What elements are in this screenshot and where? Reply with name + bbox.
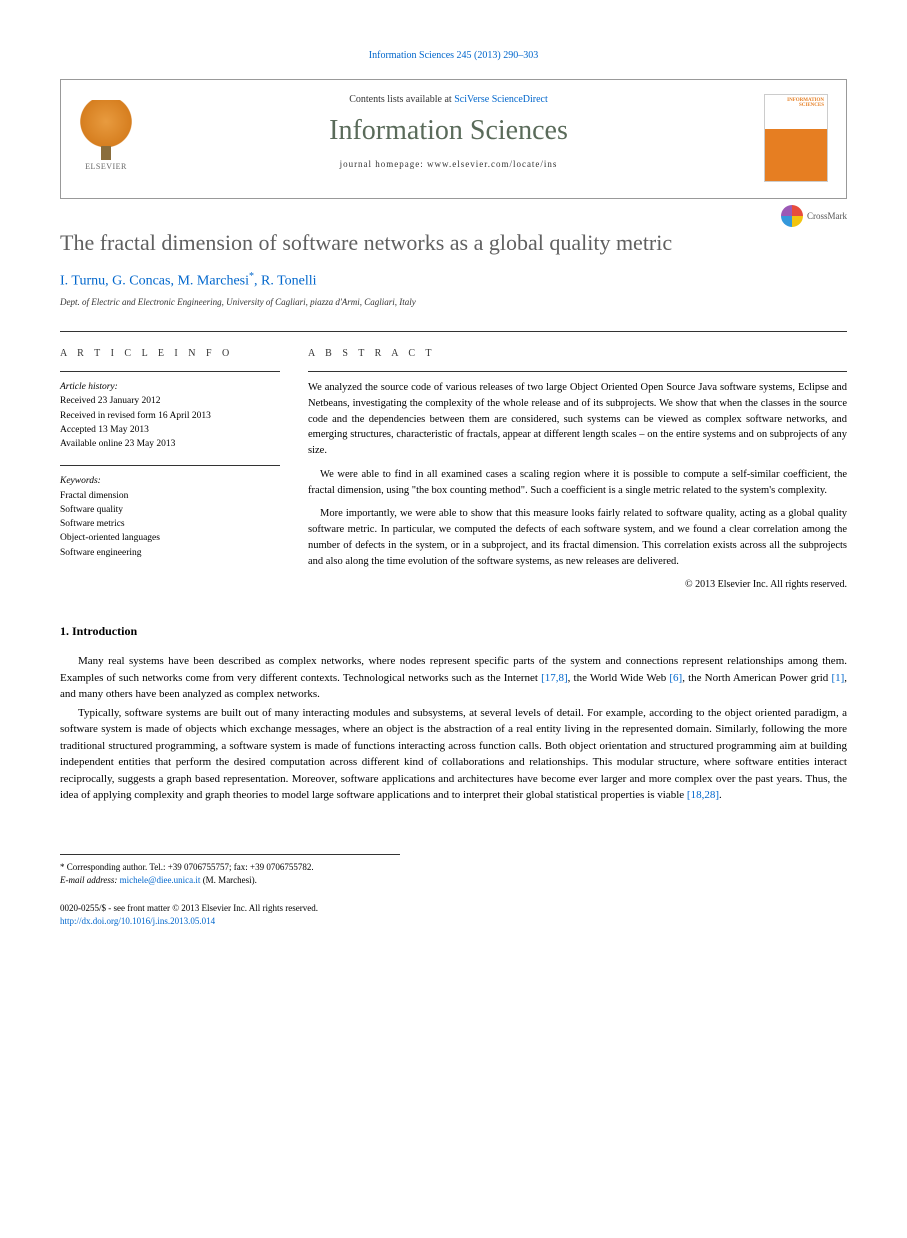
email-suffix: (M. Marchesi). — [200, 875, 256, 885]
author-sep: , — [254, 273, 261, 288]
accepted-date: Accepted 13 May 2013 — [60, 423, 280, 437]
journal-cover-thumbnail: INFORMATION SCIENCES — [764, 94, 828, 182]
crossmark-label: CrossMark — [807, 211, 847, 221]
keyword: Fractal dimension — [60, 489, 280, 503]
abstract-copyright: © 2013 Elsevier Inc. All rights reserved… — [308, 577, 847, 592]
publisher-logo: ELSEVIER — [79, 100, 133, 171]
citation-link[interactable]: [18,28] — [687, 789, 719, 801]
author-link[interactable]: R. Tonelli — [261, 273, 317, 288]
body-para: Typically, software systems are built ou… — [60, 705, 847, 804]
abstract-para: We were able to find in all examined cas… — [308, 467, 847, 499]
article-info-label: A R T I C L E I N F O — [60, 348, 280, 359]
citation-link[interactable]: [17,8] — [541, 672, 568, 684]
body-para: Many real systems have been described as… — [60, 653, 847, 703]
masthead: ELSEVIER Contents lists available at Sci… — [60, 79, 847, 199]
email-link[interactable]: michele@diee.unica.it — [120, 875, 201, 885]
abstract-para: We analyzed the source code of various r… — [308, 380, 847, 459]
email-label: E-mail address: — [60, 875, 120, 885]
body-text-run: , the North American Power grid — [682, 672, 831, 684]
keyword: Software engineering — [60, 546, 280, 560]
journal-reference: Information Sciences 245 (2013) 290–303 — [60, 50, 847, 61]
author-list: I. Turnu, G. Concas, M. Marchesi*, R. To… — [60, 271, 847, 290]
body-text-run: . — [719, 789, 722, 801]
author-link[interactable]: I. Turnu — [60, 273, 105, 288]
bottom-matter: 0020-0255/$ - see front matter © 2013 El… — [60, 902, 847, 929]
body-text-run: Typically, software systems are built ou… — [60, 707, 847, 802]
corresponding-author-note: * Corresponding author. Tel.: +39 070675… — [60, 861, 400, 875]
journal-title: Information Sciences — [149, 115, 748, 147]
doi-link[interactable]: http://dx.doi.org/10.1016/j.ins.2013.05.… — [60, 916, 215, 926]
revised-date: Received in revised form 16 April 2013 — [60, 409, 280, 423]
sciencedirect-link[interactable]: SciVerse ScienceDirect — [454, 94, 548, 105]
received-date: Received 23 January 2012 — [60, 394, 280, 408]
homepage-link[interactable]: www.elsevier.com/locate/ins — [427, 159, 557, 169]
abstract-label: A B S T R A C T — [308, 348, 847, 359]
abstract-body: We analyzed the source code of various r… — [308, 371, 847, 592]
body-text-run: , the World Wide Web — [568, 672, 670, 684]
article-history: Article history: Received 23 January 201… — [60, 371, 280, 451]
section-heading: 1. Introduction — [60, 624, 847, 639]
author-link[interactable]: M. Marchesi — [177, 273, 249, 288]
issn-line: 0020-0255/$ - see front matter © 2013 El… — [60, 902, 847, 916]
cover-art — [765, 129, 827, 181]
abstract-para: More importantly, we were able to show t… — [308, 506, 847, 569]
affiliation: Dept. of Electric and Electronic Enginee… — [60, 297, 847, 307]
contents-pre: Contents lists available at — [349, 94, 454, 105]
keyword: Software metrics — [60, 517, 280, 531]
contents-line: Contents lists available at SciVerse Sci… — [149, 94, 748, 105]
cover-title: INFORMATION SCIENCES — [765, 95, 827, 129]
author-link[interactable]: G. Concas — [112, 273, 170, 288]
keyword: Object-oriented languages — [60, 531, 280, 545]
homepage-line: journal homepage: www.elsevier.com/locat… — [149, 159, 748, 169]
journal-ref-link[interactable]: Information Sciences 245 (2013) 290–303 — [369, 50, 538, 61]
footnotes: * Corresponding author. Tel.: +39 070675… — [60, 854, 400, 888]
keywords-block: Keywords: Fractal dimension Software qua… — [60, 465, 280, 560]
crossmark-badge[interactable]: CrossMark — [781, 205, 847, 227]
keyword: Software quality — [60, 503, 280, 517]
publisher-name: ELSEVIER — [79, 162, 133, 171]
citation-link[interactable]: [6] — [669, 672, 682, 684]
keywords-label: Keywords: — [60, 474, 280, 488]
homepage-pre: journal homepage: — [340, 159, 427, 169]
crossmark-icon — [781, 205, 803, 227]
history-label: Article history: — [60, 380, 280, 394]
online-date: Available online 23 May 2013 — [60, 437, 280, 451]
article-title: The fractal dimension of software networ… — [60, 229, 740, 257]
elsevier-tree-icon — [79, 100, 133, 154]
citation-link[interactable]: [1] — [831, 672, 844, 684]
